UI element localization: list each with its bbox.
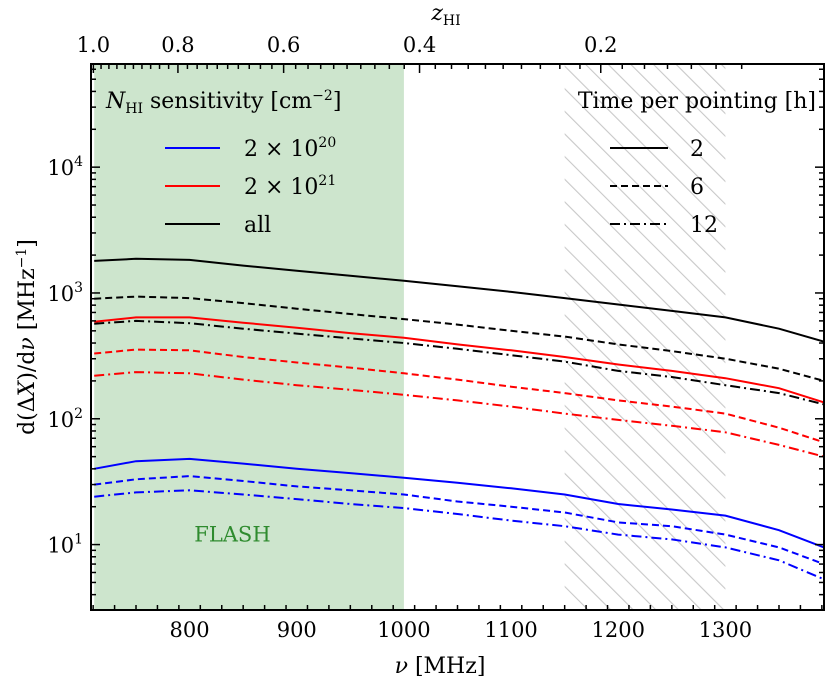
top-tick-label: 0.2 bbox=[584, 33, 617, 57]
series-line-5 bbox=[94, 371, 824, 458]
legend-label: 12 bbox=[690, 213, 718, 238]
series-line-3 bbox=[94, 316, 824, 404]
style-legend-title: Time per pointing [h] bbox=[578, 89, 816, 114]
legend-label: 2 × 1021 bbox=[244, 173, 336, 200]
x-tick-label: 1000 bbox=[377, 618, 430, 642]
color-legend-title: NHI sensitivity [cm−2] bbox=[105, 88, 341, 117]
y-tick-label: 104 bbox=[47, 154, 83, 180]
series-line-4 bbox=[94, 348, 824, 444]
series-line-0 bbox=[94, 257, 824, 343]
top-tick-label: 0.4 bbox=[403, 33, 436, 57]
x-axis-title: ν [MHz] bbox=[395, 654, 486, 679]
plot-regions bbox=[94, 64, 726, 610]
region-label-flash: FLASH bbox=[194, 523, 270, 547]
legend-label: 6 bbox=[690, 175, 704, 200]
y-tick-label: 102 bbox=[47, 406, 83, 432]
legend-label: all bbox=[244, 213, 271, 238]
top-axis-title: zHI bbox=[430, 1, 460, 29]
series-line-2 bbox=[94, 319, 824, 406]
style-legend: Time per pointing [h] 2 6 12 bbox=[578, 89, 816, 238]
top-tick-label: 0.6 bbox=[267, 33, 300, 57]
y-tick-label: 101 bbox=[47, 532, 83, 558]
curves bbox=[94, 257, 824, 581]
flash-region bbox=[94, 64, 404, 610]
x-tick-label: 1300 bbox=[699, 618, 752, 642]
series-line-7 bbox=[94, 475, 824, 566]
top-tick-label: 0.8 bbox=[161, 33, 194, 57]
y-tick-label: 103 bbox=[47, 280, 83, 306]
top-tick-label: 1.0 bbox=[77, 33, 110, 57]
x-tick-label: 1200 bbox=[592, 618, 645, 642]
hatched-region bbox=[564, 64, 726, 610]
legend-label: 2 bbox=[690, 137, 704, 162]
series-line-8 bbox=[94, 489, 824, 581]
legend-label: 2 × 1020 bbox=[244, 135, 336, 162]
x-tick-label: 1100 bbox=[484, 618, 537, 642]
y-axis-title: d(ΔX)/dν [MHz−1] bbox=[14, 239, 40, 435]
x-tick-label: 900 bbox=[277, 618, 317, 642]
ticks bbox=[91, 64, 824, 610]
series-line-1 bbox=[94, 295, 824, 382]
series-line-6 bbox=[94, 457, 824, 549]
tick-labels: 800 900 1000 1100 1200 1300 101 102 103 104 1.0 0.8… bbox=[47, 33, 752, 642]
color-legend: NHI sensitivity [cm−2] 2 × 1020 2 × 1021 a… bbox=[105, 88, 341, 238]
x-tick-label: 800 bbox=[170, 618, 210, 642]
